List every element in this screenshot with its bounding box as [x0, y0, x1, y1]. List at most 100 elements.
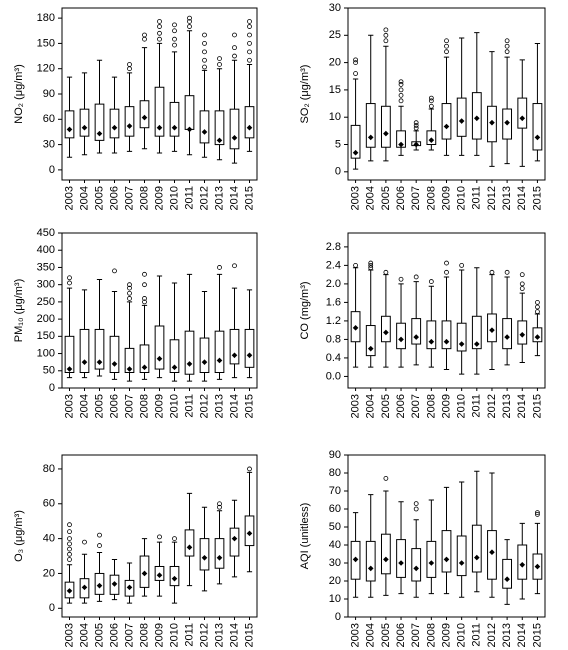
- x-tick-label: 2013: [213, 394, 225, 418]
- outlier: [217, 265, 222, 270]
- whisker-high: [96, 279, 103, 330]
- whisker-high: [111, 291, 118, 337]
- whisker-high: [519, 59, 525, 99]
- x-tick-label: 2013: [213, 186, 225, 210]
- mean-marker: [367, 565, 374, 572]
- outlier: [142, 296, 147, 301]
- whisker-high: [96, 552, 103, 574]
- x-tick-label: 2007: [410, 186, 422, 210]
- whisker-low: [126, 596, 133, 604]
- whisker-low: [141, 587, 148, 597]
- box: [109, 108, 120, 139]
- whisker-low: [368, 147, 374, 162]
- outlier: [112, 268, 117, 274]
- box: [350, 124, 361, 159]
- whisker-high: [534, 313, 541, 328]
- whisker-high: [246, 471, 253, 516]
- box: [79, 108, 90, 137]
- outlier: [489, 269, 495, 275]
- mean-marker: [141, 114, 148, 121]
- whisker-high: [216, 68, 223, 111]
- outlier: [428, 98, 434, 104]
- whisker-high: [216, 510, 223, 539]
- box: [154, 325, 165, 370]
- box: [471, 524, 482, 573]
- x-tick-label: 2007: [410, 623, 422, 647]
- mean-marker: [398, 336, 404, 343]
- y-tick-label: 90: [329, 449, 341, 461]
- outlier: [444, 49, 449, 55]
- y-tick-label: 150: [37, 37, 55, 49]
- box: [456, 97, 467, 137]
- mean-marker: [156, 572, 163, 578]
- x-tick-label: 2009: [440, 186, 452, 210]
- outlier: [232, 53, 237, 59]
- outlier: [504, 49, 510, 55]
- whisker-high: [231, 287, 238, 330]
- outlier: [142, 36, 147, 42]
- whisker-high: [171, 282, 178, 340]
- outlier: [368, 262, 374, 268]
- outlier: [383, 269, 389, 275]
- whisker-low: [413, 581, 419, 598]
- outlier: [247, 41, 252, 46]
- box: [380, 533, 391, 575]
- mean-marker: [201, 554, 208, 561]
- x-tick-label: 2007: [123, 394, 135, 418]
- x-tick-label: 2004: [365, 623, 377, 647]
- x-tick-label: 2014: [228, 186, 240, 210]
- x-tick-label: 2006: [395, 394, 407, 418]
- mean-marker: [398, 560, 404, 566]
- box: [109, 335, 120, 374]
- outlier: [202, 49, 207, 55]
- whisker-low: [489, 341, 495, 370]
- box: [154, 86, 165, 137]
- outlier: [127, 296, 132, 301]
- y-axis-label: O₃ (μg/m³): [13, 510, 25, 562]
- mean-marker: [367, 345, 374, 352]
- whisker-low: [474, 139, 480, 156]
- whisker-low: [246, 367, 253, 379]
- whisker-low: [186, 556, 193, 587]
- x-tick-label: 2012: [486, 623, 498, 647]
- x-tick-label: 2010: [456, 394, 468, 418]
- box: [396, 539, 406, 578]
- whisker-low: [111, 372, 118, 380]
- box: [139, 100, 150, 129]
- outlier: [232, 45, 237, 51]
- mean-marker: [383, 556, 389, 563]
- outlier: [142, 299, 147, 305]
- mean-marker: [231, 352, 238, 359]
- x-tick-label: 2009: [153, 623, 165, 647]
- outlier: [67, 522, 72, 528]
- whisker-low: [489, 141, 495, 167]
- whisker-high: [398, 105, 404, 131]
- mean-marker: [216, 137, 223, 144]
- x-tick-label: 2003: [349, 623, 361, 647]
- outlier: [535, 510, 540, 515]
- outlier: [247, 32, 252, 38]
- x-tick-label: 2011: [471, 623, 483, 647]
- whisker-high: [111, 559, 118, 576]
- x-tick-label: 2013: [213, 623, 225, 647]
- whisker-high: [534, 42, 541, 104]
- whisker-high: [126, 72, 133, 107]
- outlier: [368, 260, 374, 266]
- whisker-low: [216, 568, 223, 585]
- whisker-high: [504, 276, 510, 319]
- y-tick-label: 60: [43, 498, 55, 510]
- x-tick-label: 2014: [516, 623, 528, 647]
- x-tick-label: 2005: [380, 394, 392, 418]
- y-tick-label: 70: [329, 485, 341, 497]
- whisker-high: [489, 274, 495, 314]
- mean-marker: [534, 563, 541, 570]
- outlier: [504, 43, 510, 49]
- y-tick-label: 0: [335, 166, 341, 178]
- mean-marker: [428, 560, 435, 566]
- mean-marker: [489, 549, 495, 555]
- whisker-high: [459, 269, 465, 324]
- x-tick-label: 2015: [243, 186, 255, 210]
- whisker-low: [398, 147, 404, 156]
- box: [184, 330, 195, 375]
- whisker-low: [428, 144, 434, 151]
